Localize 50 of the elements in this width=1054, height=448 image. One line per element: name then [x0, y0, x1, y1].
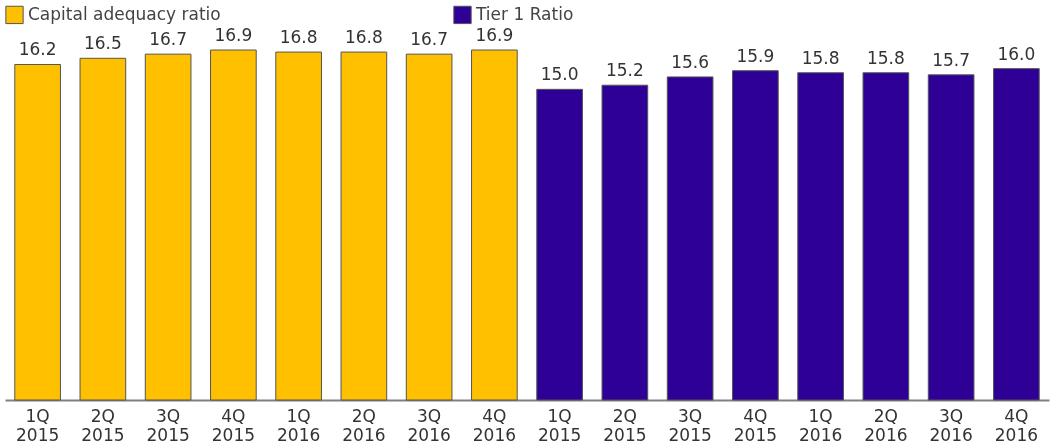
- x-tick-label: 4Q 2016: [994, 405, 1039, 445]
- x-tick-label: 3Q 2015: [146, 405, 190, 445]
- bar: [927, 74, 975, 401]
- data-label: 16.7: [149, 29, 188, 50]
- data-label: 16.2: [18, 39, 57, 60]
- x-tick-label: 3Q 2016: [929, 405, 973, 445]
- data-label: 16.0: [997, 43, 1036, 64]
- data-label: 16.9: [475, 25, 514, 45]
- data-label: 15.8: [866, 47, 905, 68]
- bar: [993, 68, 1040, 401]
- x-tick-label: 1Q 2015: [537, 405, 582, 445]
- x-tick-label: 2Q 2016: [864, 405, 908, 445]
- data-label: 16.7: [410, 29, 449, 50]
- data-label: 15.8: [801, 47, 840, 68]
- x-tick-label: 2Q 2016: [342, 405, 386, 445]
- x-tick-label: 1Q 2016: [276, 405, 321, 445]
- x-tick-label: 4Q 2015: [211, 405, 256, 445]
- x-tick-label: 2Q 2015: [81, 405, 125, 445]
- x-tick-label: 1Q 2016: [798, 405, 843, 445]
- bar: [79, 57, 127, 401]
- bar: [601, 84, 649, 401]
- bar: [275, 51, 322, 401]
- data-label: 15.6: [671, 51, 710, 72]
- data-label: 16.9: [214, 25, 253, 45]
- bar: [210, 49, 257, 401]
- bar: [471, 49, 518, 401]
- data-label: 16.8: [279, 27, 318, 48]
- bar: [405, 53, 453, 401]
- x-tick-label: 3Q 2016: [407, 405, 451, 445]
- bar: [536, 88, 583, 401]
- bar: [862, 72, 910, 401]
- data-label: 15.2: [605, 60, 644, 81]
- x-tick-label: 1Q 2015: [15, 405, 60, 445]
- data-label: 16.5: [83, 33, 122, 54]
- bar: [340, 51, 388, 401]
- bar: [14, 64, 61, 401]
- data-label: 15.7: [932, 49, 971, 70]
- x-tick-label: 3Q 2015: [668, 405, 712, 445]
- legend-label: Capital adequacy ratio: [28, 3, 221, 24]
- data-label: 15.9: [736, 45, 775, 66]
- bar: [144, 53, 192, 401]
- bar: [732, 70, 779, 401]
- data-label: 16.8: [344, 27, 383, 48]
- bar: [666, 76, 714, 401]
- x-tick-label: 2Q 2015: [603, 405, 647, 445]
- data-label: 15.0: [540, 64, 579, 85]
- x-tick-label: 4Q 2016: [472, 405, 517, 445]
- bar: [797, 72, 844, 401]
- legend-label: Tier 1 Ratio: [475, 3, 574, 24]
- x-tick-label: 4Q 2015: [733, 405, 778, 445]
